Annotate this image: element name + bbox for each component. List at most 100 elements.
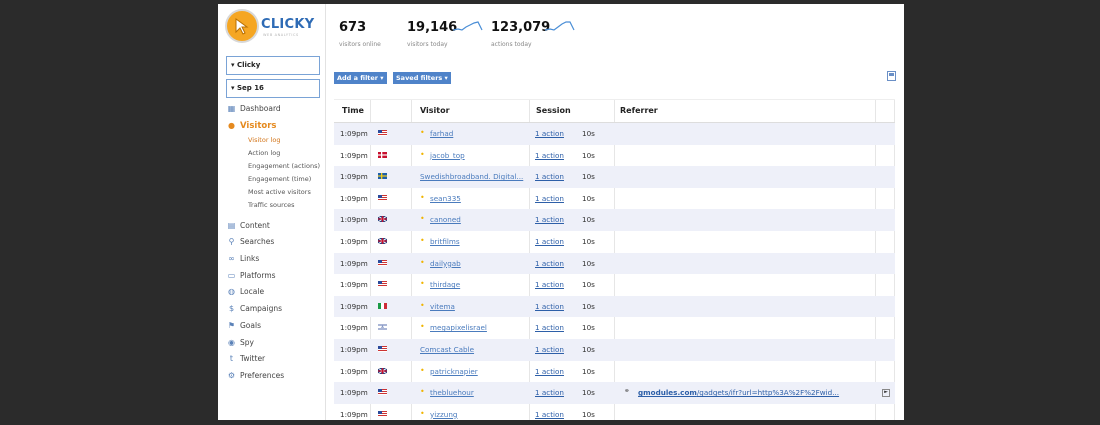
visitor-link[interactable]: megapixelisrael (430, 323, 487, 333)
visitor-link[interactable]: canoned (430, 215, 461, 225)
referrer-link[interactable]: gmodules.com/gadgets/ifr?url=http%3A%2F%… (638, 388, 839, 397)
referrer-path: /gadgets/ifr?url=http%3A%2F%2Fwid... (696, 388, 840, 398)
session-link[interactable]: 1 action (535, 388, 564, 398)
table-row[interactable]: 1:09pm • thebluehour 1 action 10s ⚭ gmodules.c… (334, 382, 895, 404)
sidebar-subitem-action-log[interactable]: Action log (248, 149, 281, 158)
clicky-logo[interactable]: CLICKY WEB ANALYTICS (225, 9, 320, 47)
table-row[interactable]: 1:09pm • vitema 1 action 10s (334, 295, 895, 318)
sidebar-item-visitors[interactable]: ● Visitors (226, 118, 322, 135)
stat-actions-today[interactable]: 123,079 actions today (491, 20, 550, 48)
sidebar-item-label: Campaigns (240, 304, 283, 314)
sidebar-item-links[interactable]: ∞ Links (226, 251, 322, 268)
session-link[interactable]: 1 action (535, 301, 564, 311)
sidebar-subitem-engagement-time[interactable]: Engagement (time) (248, 175, 312, 184)
table-row[interactable]: 1:09pm • canoned 1 action 10s (334, 209, 895, 231)
table-row[interactable]: 1:09pm • yizzung 1 action 10s (334, 404, 895, 420)
site-select[interactable]: ▾ Clicky (226, 56, 320, 75)
platforms-icon: ▭ (227, 270, 236, 280)
visitor-link[interactable]: jacob_top (430, 150, 465, 160)
sidebar-item-locale[interactable]: ◍ Locale (226, 284, 322, 301)
column-header-referrer[interactable]: Referrer (620, 106, 658, 115)
flag-us-icon (378, 345, 387, 352)
table-row[interactable]: 1:09pm • farhad 1 action 10s (334, 123, 895, 145)
table-row[interactable]: 1:09pm Swedishbroadband. Digital... 1 acti… (334, 166, 895, 188)
stat-visitors-online[interactable]: 673 visitors online (339, 20, 381, 48)
session-link[interactable]: 1 action (535, 236, 564, 246)
flag-il-icon (378, 324, 387, 331)
sidebar-item-dashboard[interactable]: ▦ Dashboard (226, 101, 322, 118)
session-link[interactable]: 1 action (535, 258, 564, 268)
visitors-sparkline (452, 21, 483, 31)
flag-se-icon (378, 173, 387, 180)
table-row[interactable]: 1:09pm • patricknapier 1 action 10s (334, 361, 895, 383)
save-icon[interactable] (887, 71, 896, 81)
table-row[interactable]: 1:09pm • jacob_top 1 action 10s (334, 145, 895, 167)
table-row[interactable]: 1:09pm • megapixelisrael 1 action 10s (334, 317, 895, 339)
column-header-time[interactable]: Time (342, 106, 364, 115)
sidebar-item-spy[interactable]: ◉ Spy (226, 335, 322, 352)
stat-visitors-today[interactable]: 19,146 visitors today (407, 20, 457, 48)
new-visitor-dot-icon: • (420, 365, 425, 375)
date-select[interactable]: ▾ Sep 16 (226, 79, 320, 98)
sidebar-item-goals[interactable]: ⚑ Goals (226, 318, 322, 335)
session-duration: 10s (582, 150, 595, 160)
visitor-link[interactable]: dailygab (430, 258, 461, 268)
column-header-session[interactable]: Session (536, 106, 571, 115)
table-row[interactable]: 1:09pm • dailygab 1 action 10s (334, 252, 895, 275)
row-time: 1:09pm (340, 172, 368, 182)
session-link[interactable]: 1 action (535, 193, 564, 203)
campaign-icon: $ (228, 304, 235, 314)
add-filter-button[interactable]: Add a filter ▾ (334, 72, 387, 84)
external-link-icon[interactable]: ► (882, 389, 890, 398)
visitor-link[interactable]: farhad (430, 129, 454, 138)
new-visitor-dot-icon: • (420, 279, 425, 289)
visitor-link[interactable]: yizzung (430, 409, 458, 419)
new-visitor-dot-icon: • (420, 322, 425, 332)
session-link[interactable]: 1 action (535, 409, 564, 419)
sidebar-item-searches[interactable]: ⚲ Searches (226, 234, 322, 251)
table-row[interactable]: 1:09pm Comcast Cable 1 action 10s (334, 338, 895, 361)
sidebar-item-label: Dashboard (240, 104, 281, 113)
visitor-link[interactable]: britfilms (430, 236, 460, 246)
visitor-link[interactable]: thirdage (430, 280, 461, 290)
visitor-link[interactable]: patricknapier (430, 366, 478, 376)
link-icon: ∞ (228, 254, 235, 264)
visitor-link[interactable]: vitema (430, 301, 455, 311)
column-header-visitor[interactable]: Visitor (420, 106, 450, 115)
sidebar-subitem-visitor-log[interactable]: Visitor log (248, 136, 281, 145)
session-link[interactable]: 1 action (535, 280, 564, 290)
visitor-link[interactable]: sean335 (430, 193, 461, 203)
sidebar-item-platforms[interactable]: ▭ Platforms (226, 268, 322, 285)
actions-sparkline (544, 21, 575, 31)
session-link[interactable]: 1 action (535, 172, 564, 182)
sidebar-item-campaigns[interactable]: $ Campaigns (226, 301, 322, 318)
session-duration: 10s (582, 409, 595, 419)
visitor-link[interactable]: thebluehour (430, 388, 474, 398)
session-link[interactable]: 1 action (535, 129, 564, 138)
table-row[interactable]: 1:09pm • britfilms 1 action 10s (334, 231, 895, 253)
sidebar-item-label: Locale (240, 287, 265, 297)
session-link[interactable]: 1 action (535, 150, 564, 160)
search-icon: ⚲ (228, 237, 235, 247)
saved-filters-button[interactable]: Saved filters ▾ (393, 72, 451, 84)
visitor-link[interactable]: Swedishbroadband. Digital... (420, 172, 524, 182)
session-link[interactable]: 1 action (535, 215, 564, 225)
sidebar-item-twitter[interactable]: t Twitter (226, 351, 322, 368)
flag-us-icon (378, 259, 387, 266)
sidebar-subitem-traffic-sources[interactable]: Traffic sources (248, 200, 295, 209)
table-header: Time Visitor Session Referrer (334, 99, 895, 123)
session-link[interactable]: 1 action (535, 323, 564, 333)
row-time: 1:09pm (340, 388, 368, 398)
stat-value: 123,079 (491, 20, 551, 35)
session-link[interactable]: 1 action (535, 344, 564, 354)
sidebar-subitem-engagement-actions[interactable]: Engagement (actions) (248, 162, 320, 171)
sidebar-item-content[interactable]: ▤ Content (226, 218, 322, 235)
dashboard-icon: ▦ (227, 104, 236, 113)
table-row[interactable]: 1:09pm • sean335 1 action 10s (334, 188, 895, 210)
sidebar-item-preferences[interactable]: ⚙ Preferences (226, 368, 322, 385)
sidebar-subitem-most-active[interactable]: Most active visitors (248, 187, 311, 196)
session-link[interactable]: 1 action (535, 366, 564, 376)
row-time: 1:09pm (340, 215, 368, 225)
table-row[interactable]: 1:09pm • thirdage 1 action 10s (334, 274, 895, 296)
visitor-link[interactable]: Comcast Cable (420, 344, 475, 354)
